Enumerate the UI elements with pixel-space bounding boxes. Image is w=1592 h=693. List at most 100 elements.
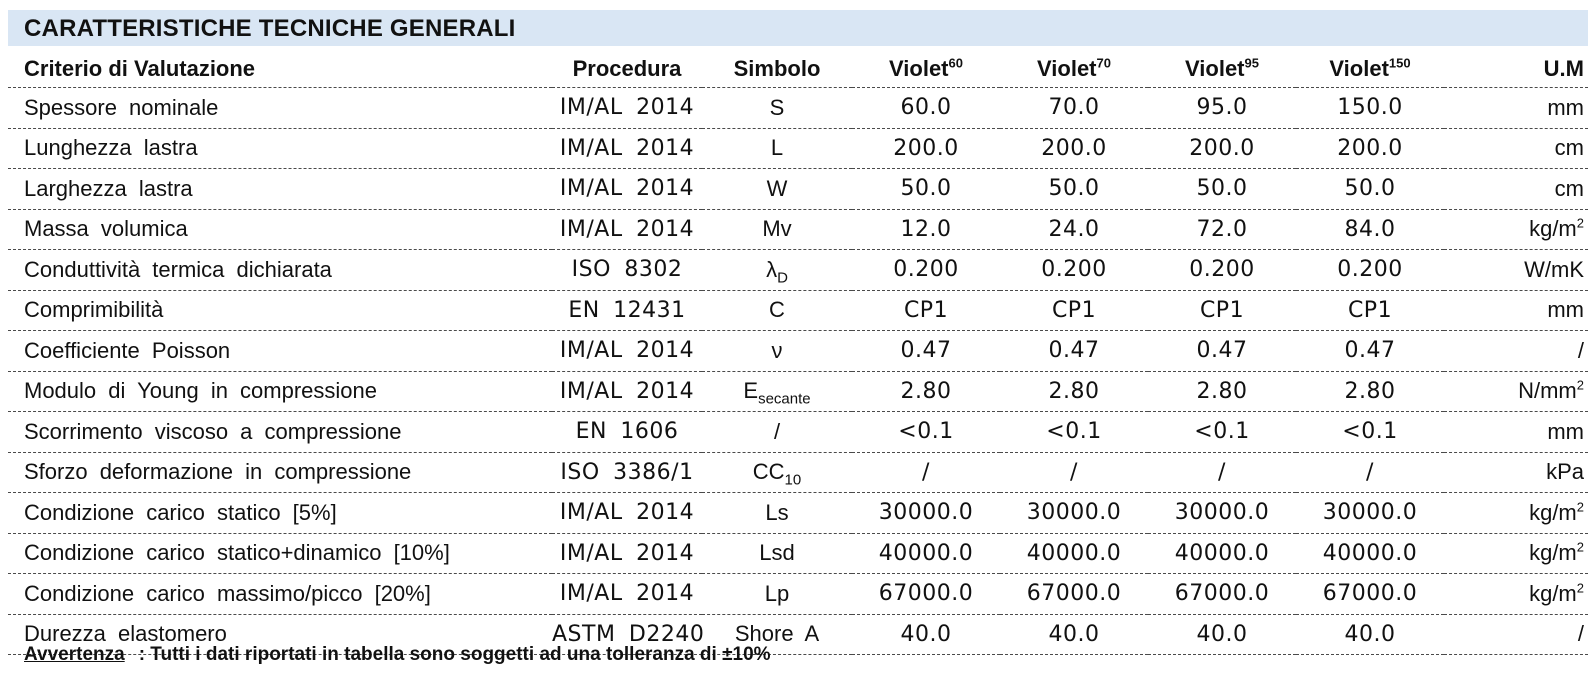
header-row: Criterio di Valutazione Procedura Simbol… <box>8 50 1588 88</box>
cell-procedura: IM/AL 2014 <box>552 533 702 574</box>
um-text: mm <box>1547 94 1584 120</box>
cell-value: 95.0 <box>1148 87 1296 129</box>
um-text: mm <box>1547 418 1584 444</box>
cell-value: 50.0 <box>1296 168 1444 210</box>
table-row: Modulo di Young in compressione IM/AL 201… <box>8 371 1588 412</box>
cell-um: N/mm2 <box>1444 371 1588 412</box>
cell-procedura: IM/AL 2014 <box>552 573 702 615</box>
cell-value: / <box>1000 452 1148 493</box>
table-row: Larghezza lastra IM/AL 2014 W 50.0 50.0 50.0 5… <box>8 168 1588 210</box>
note-colon: : <box>138 644 146 665</box>
symbol-text: CC <box>752 459 785 485</box>
cell-value: 30000.0 <box>852 492 1000 534</box>
cell-procedura: EN 1606 <box>552 411 702 453</box>
um-superscript: 2 <box>1576 580 1584 596</box>
um-superscript: 2 <box>1576 215 1584 231</box>
cell-criterio: Sforzo deformazione in compressione <box>8 452 552 493</box>
cell-criterio: Condizione carico statico [5%] <box>8 492 552 534</box>
cell-value: 2.80 <box>1148 371 1296 412</box>
cell-um: W/mK <box>1444 249 1588 291</box>
cell-um: mm <box>1444 411 1588 453</box>
cell-simbolo: C <box>702 290 852 331</box>
cell-value: 67000.0 <box>852 573 1000 615</box>
cell-procedura: IM/AL 2014 <box>552 209 702 250</box>
cell-value: 150.0 <box>1296 87 1444 129</box>
cell-criterio: Coefficiente Poisson <box>8 330 552 372</box>
um-text: mm <box>1547 297 1584 323</box>
cell-value: 0.200 <box>1000 249 1148 291</box>
cell-value: 30000.0 <box>1148 492 1296 534</box>
cell-value: 0.200 <box>1148 249 1296 291</box>
table-row: Sforzo deformazione in compressione ISO 3… <box>8 452 1588 493</box>
table-body: Spessore nominale IM/AL 2014 S 60.0 70.0 95.0… <box>8 87 1588 655</box>
cell-criterio: Larghezza lastra <box>8 168 552 210</box>
header-violet-150: Violet150 <box>1296 50 1444 88</box>
section-title-bar: CARATTERISTICHE TECNICHE GENERALI <box>8 10 1588 46</box>
cell-um: kg/m2 <box>1444 533 1588 574</box>
cell-value: 72.0 <box>1148 209 1296 250</box>
um-superscript: 2 <box>1576 539 1584 555</box>
um-text: W/mK <box>1524 256 1584 282</box>
cell-value: 84.0 <box>1296 209 1444 250</box>
um-superscript: 2 <box>1576 499 1584 515</box>
cell-um: cm <box>1444 128 1588 169</box>
cell-value: 40000.0 <box>852 533 1000 574</box>
cell-value: 0.200 <box>852 249 1000 291</box>
note-label: Avvertenza <box>24 644 125 665</box>
symbol-text: Lp <box>764 580 790 606</box>
symbol-text: W <box>766 175 788 201</box>
um-text: kg/m <box>1529 580 1577 606</box>
header-violet-name: Violet <box>889 55 949 81</box>
cell-um: kg/m2 <box>1444 492 1588 534</box>
um-text: N/mm <box>1518 378 1577 404</box>
cell-procedura: ASTM D2240 <box>552 614 704 655</box>
cell-value: <0.1 <box>852 411 1000 453</box>
cell-value: 2.80 <box>1296 371 1444 412</box>
header-violet-name: Violet <box>1329 55 1389 81</box>
cell-value: 40000.0 <box>1148 533 1296 574</box>
table-row: Scorrimento viscoso a compressione EN 160… <box>8 411 1588 453</box>
cell-simbolo: Mv <box>702 209 852 250</box>
header-violet-sup: 70 <box>1096 55 1111 71</box>
cell-simbolo: Lp <box>702 573 852 615</box>
um-text: kg/m <box>1529 499 1577 525</box>
warning-note: Avvertenza: Tutti i dati riportati in ta… <box>24 644 771 666</box>
cell-value: 40000.0 <box>1296 533 1444 574</box>
cell-value: 0.47 <box>1148 330 1296 372</box>
cell-um: kPa <box>1444 452 1588 493</box>
symbol-text: E <box>743 378 759 404</box>
header-violet-name: Violet <box>1185 55 1245 81</box>
cell-procedura: IM/AL 2014 <box>552 168 702 210</box>
symbol-text: Lsd <box>759 540 795 566</box>
cell-value: 67000.0 <box>1000 573 1148 615</box>
symbol-text: Mv <box>762 216 792 242</box>
cell-um: / <box>1444 330 1588 372</box>
header-violet-70: Violet70 <box>1000 50 1148 88</box>
cell-value: CP1 <box>1000 290 1148 331</box>
um-text: kg/m <box>1529 216 1577 242</box>
symbol-text: L <box>770 135 784 161</box>
header-criterio: Criterio di Valutazione <box>8 50 552 88</box>
header-um: U.M <box>1444 50 1588 88</box>
header-violet-95: Violet95 <box>1148 50 1296 88</box>
um-text: kg/m <box>1529 540 1577 566</box>
symbol-text: ν <box>771 337 783 363</box>
cell-value: 200.0 <box>852 128 1000 169</box>
cell-value: 67000.0 <box>1148 573 1296 615</box>
cell-value: 200.0 <box>1000 128 1148 169</box>
cell-um: mm <box>1444 87 1588 129</box>
um-text: / <box>1577 337 1584 363</box>
um-text: / <box>1577 621 1584 647</box>
cell-value: <0.1 <box>1000 411 1148 453</box>
cell-um: cm <box>1444 168 1588 210</box>
cell-value: CP1 <box>1296 290 1444 331</box>
table-row: Spessore nominale IM/AL 2014 S 60.0 70.0 95.0… <box>8 87 1588 129</box>
cell-procedura: IM/AL 2014 <box>552 492 702 534</box>
cell-simbolo: L <box>702 128 852 169</box>
cell-criterio: Comprimibilità <box>8 290 552 331</box>
cell-value: 0.200 <box>1296 249 1444 291</box>
um-text: cm <box>1554 175 1584 201</box>
cell-value: 24.0 <box>1000 209 1148 250</box>
cell-value: CP1 <box>1148 290 1296 331</box>
